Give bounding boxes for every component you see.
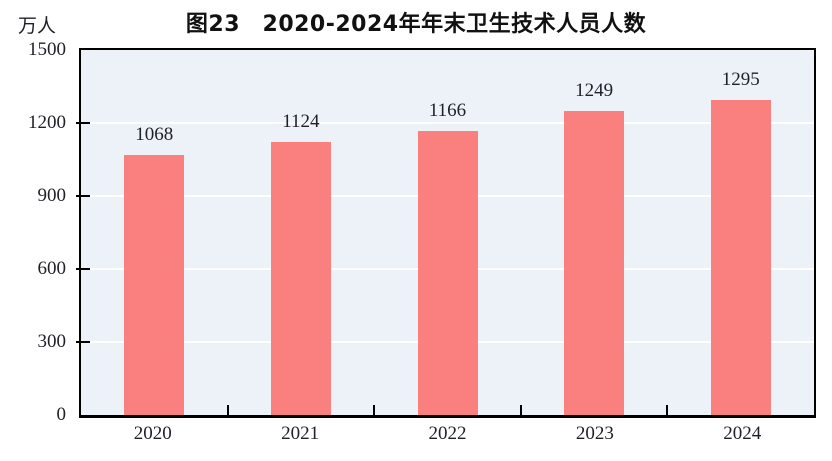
x-axis-tick bbox=[519, 405, 522, 415]
bar-value-label: 1068 bbox=[135, 124, 174, 146]
bar bbox=[710, 99, 771, 415]
x-axis-tick bbox=[373, 405, 376, 415]
y-tick-label: 600 bbox=[37, 258, 67, 279]
chart-title: 图23 2020-2024年年末卫生技术人员人数 bbox=[185, 12, 647, 37]
y-axis-tick bbox=[76, 195, 90, 197]
x-category-label: 2023 bbox=[575, 423, 614, 444]
gridline bbox=[81, 122, 814, 124]
x-category-label: 2021 bbox=[281, 423, 320, 444]
y-axis-unit-label: 万人 bbox=[18, 16, 57, 37]
bar bbox=[417, 131, 478, 415]
x-category-label: 2022 bbox=[428, 423, 467, 444]
y-axis-tick bbox=[76, 122, 90, 124]
bar-value-label: 1124 bbox=[282, 110, 320, 132]
y-tick-label: 1200 bbox=[28, 112, 66, 133]
plot-area: 1068 1124 1166 1249 1295 bbox=[76, 48, 816, 418]
y-axis-labels: 0 300 600 900 1200 1500 bbox=[0, 39, 67, 425]
bar bbox=[564, 111, 625, 415]
y-axis-tick bbox=[76, 268, 90, 270]
x-category-label: 2020 bbox=[133, 423, 172, 444]
bar bbox=[124, 155, 185, 415]
bar-value-label: 1166 bbox=[428, 100, 467, 122]
y-tick-label: 1500 bbox=[28, 39, 66, 60]
bar-value-label: 1249 bbox=[575, 80, 614, 102]
x-axis-labels: 2020 2021 2022 2023 2024 bbox=[79, 423, 816, 451]
bar bbox=[270, 141, 331, 415]
y-tick-label: 900 bbox=[37, 185, 67, 206]
bar-value-label: 1295 bbox=[721, 68, 760, 90]
x-category-label: 2024 bbox=[723, 423, 762, 444]
y-axis-tick bbox=[76, 341, 90, 343]
x-axis-tick bbox=[666, 405, 669, 415]
x-axis-tick bbox=[226, 405, 229, 415]
y-tick-label: 300 bbox=[37, 331, 67, 352]
y-tick-label: 0 bbox=[56, 404, 67, 425]
